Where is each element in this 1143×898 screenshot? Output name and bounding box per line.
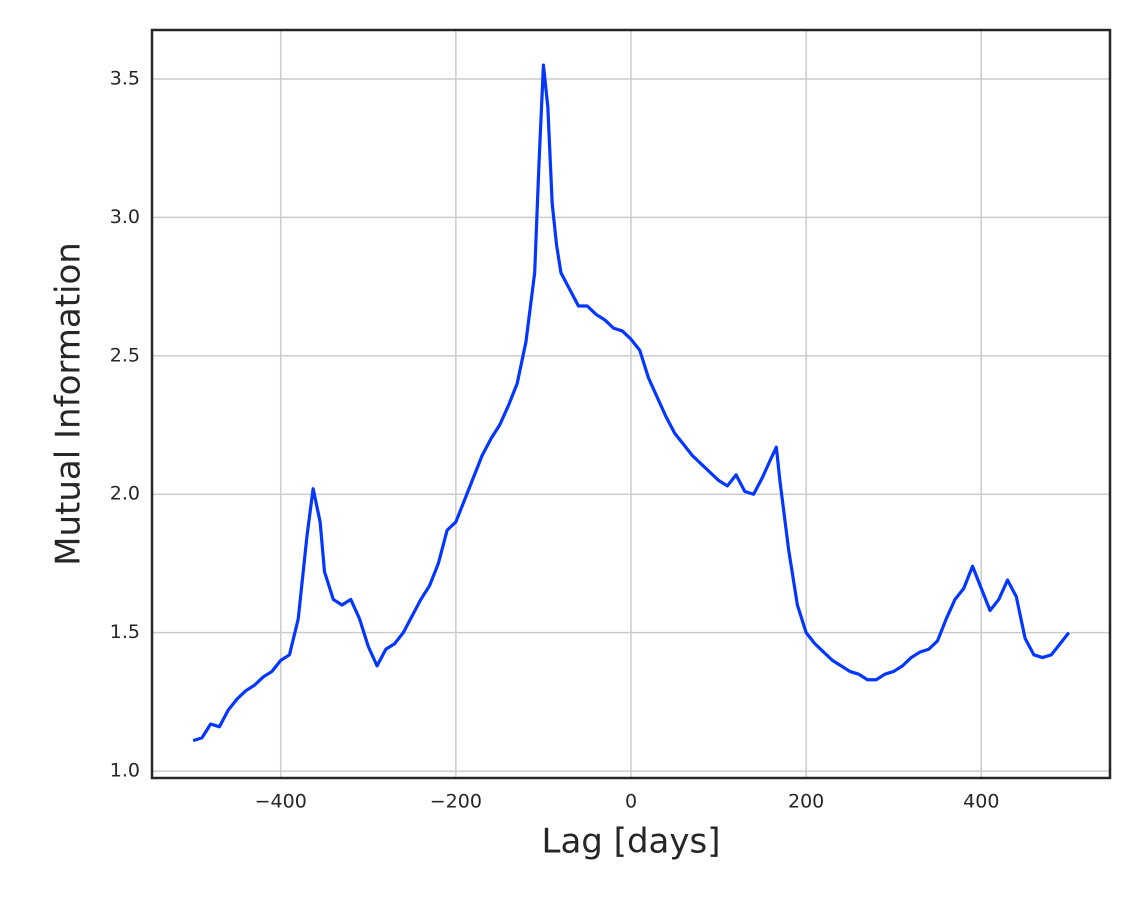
y-tick-label: 2.0 <box>110 483 140 505</box>
x-tick-label: −400 <box>255 791 307 813</box>
y-tick-label: 3.0 <box>110 206 140 228</box>
x-axis-label: Lag [days] <box>542 822 721 862</box>
y-tick-label: 3.5 <box>110 67 140 89</box>
y-axis-label: Mutual Information <box>49 242 89 566</box>
x-tick-label: 0 <box>625 791 637 813</box>
y-tick-label: 2.5 <box>110 344 140 366</box>
plot-frame <box>150 28 1112 780</box>
y-tick-label: 1.0 <box>110 760 140 782</box>
data-line <box>192 63 1071 743</box>
x-tick-label: −200 <box>430 791 482 813</box>
x-tick-label: 400 <box>963 791 999 813</box>
x-tick-label: 200 <box>788 791 824 813</box>
y-tick-label: 1.5 <box>110 621 140 643</box>
